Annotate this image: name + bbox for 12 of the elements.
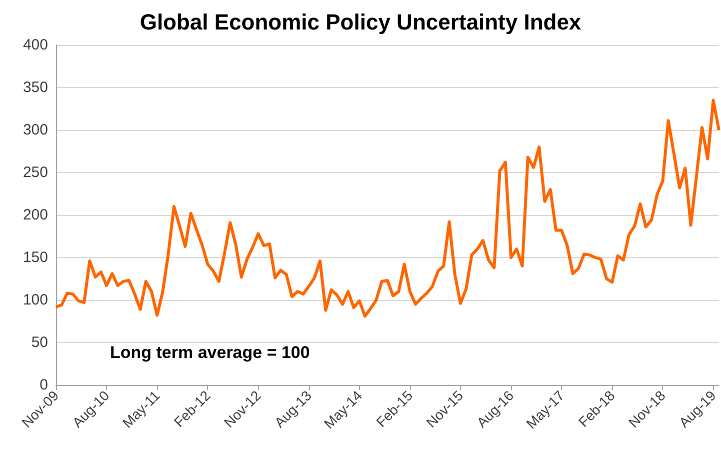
y-tick-label: 150 — [22, 249, 48, 266]
chart-title: Global Economic Policy Uncertainty Index — [140, 10, 582, 34]
y-tick-label: 100 — [22, 292, 48, 308]
y-tick-label: 50 — [31, 334, 48, 351]
y-tick-label: 400 — [22, 36, 48, 54]
y-tick-label: 250 — [22, 164, 48, 181]
line-series — [54, 98, 720, 318]
annotation: Long term average = 100 — [110, 343, 310, 362]
y-tick-label: 0 — [40, 376, 48, 394]
y-tick-label: 200 — [22, 206, 48, 224]
y-tick-label: 350 — [22, 79, 48, 96]
y-tick-label: 300 — [22, 122, 48, 138]
